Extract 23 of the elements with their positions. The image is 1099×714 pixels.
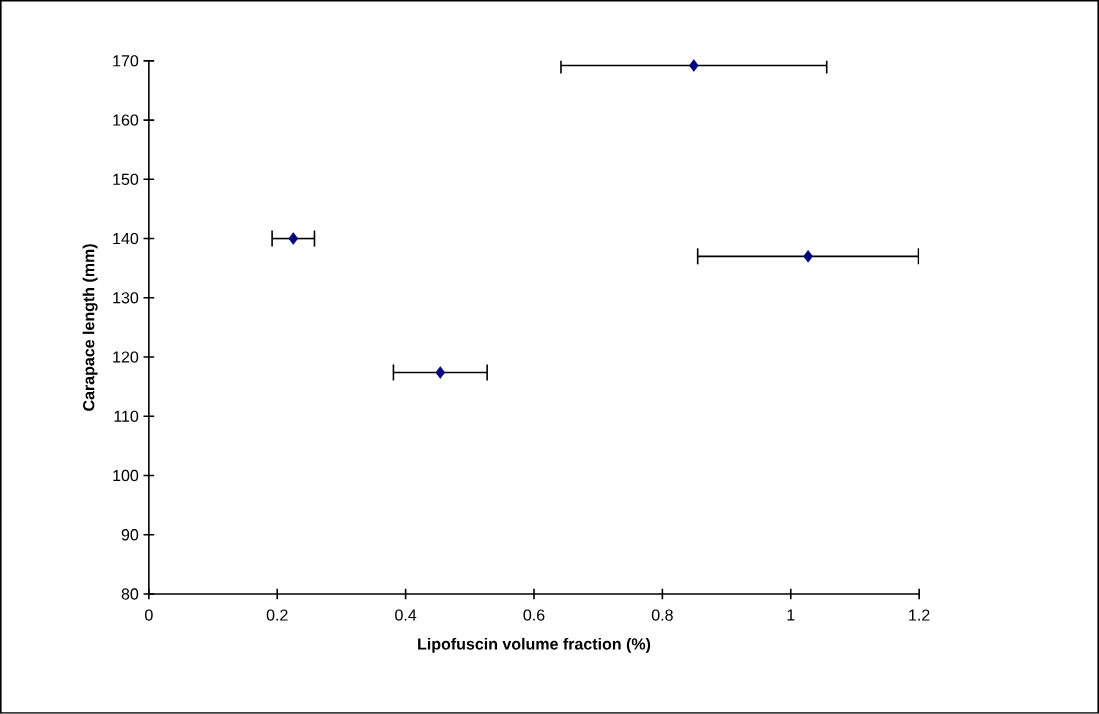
x-tick-label: 0 [145,609,153,621]
x-tick-label: 0.8 [651,609,673,621]
point [288,232,299,245]
y-tick-label: 80 [121,588,139,600]
x-axis-title: Lipofuscin volume fraction (%) [418,637,651,653]
y-tick-label: 100 [113,469,139,482]
y-axis-title: Carapace length (mm) [82,244,98,411]
y-tick-label: 120 [113,351,139,363]
point [689,59,699,72]
point [803,250,813,263]
y-tick-label: 140 [113,232,139,245]
x-tick-label: 0.2 [266,609,288,621]
y-tick-label: 110 [114,410,139,423]
x-tick-label: 1 [787,609,795,621]
point [435,366,446,379]
x-tick-label: 1.2 [909,609,930,621]
y-tick-label: 90 [121,529,139,541]
x-tick-label: 0.6 [523,609,545,621]
y-tick-label: 130 [113,292,139,304]
y-tick-label: 150 [113,173,139,186]
x-tick-label: 0.4 [395,609,417,621]
y-tick-label: 160 [113,114,139,126]
y-tick-label: 170 [113,55,139,67]
